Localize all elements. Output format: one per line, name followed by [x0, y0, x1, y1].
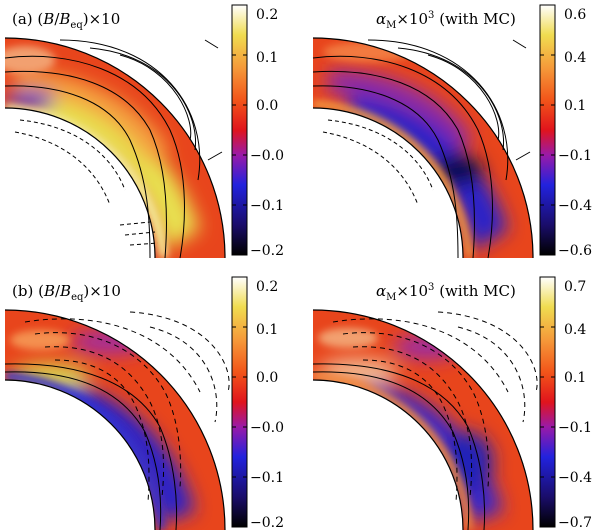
colorbar: 0.2 0.1 0.0 −0.0 −0.1 −0.2: [231, 4, 284, 259]
colorbar: 0.6 0.4 0.1 −0.1 −0.4 −0.6: [539, 4, 592, 259]
title-var: α: [376, 10, 386, 28]
panel-title-text: (a) (B/Beq)×10: [12, 10, 120, 31]
colorbar-tick-label: 0.4: [564, 50, 586, 66]
colorbar-tick-label: 0.4: [564, 322, 586, 338]
panel-b-alpha-m: αM×103 (with MC) 0.7 0.4 0.1 −0.1 −0.4 −…: [312, 276, 592, 530]
panel-title-text: αM×103 (with MC): [376, 282, 516, 303]
title-pre: (b) (: [12, 282, 44, 300]
colorbar-tick-label: −0.4: [558, 470, 592, 486]
colorbar-tick-label: 0.0: [256, 370, 278, 386]
colorbar: 0.2 0.1 0.0 −0.0 −0.1 −0.2: [231, 276, 284, 530]
colorbar-tick-label: −0.0: [250, 420, 284, 436]
title-var2: B: [59, 282, 71, 300]
colorbar-gradient: [539, 4, 556, 256]
panel-a-alpha-m: αM×103 (with MC) 0.6 0.4 0.1 −0.1 −0.4 −…: [312, 4, 592, 259]
title-slash: /: [54, 10, 60, 28]
panel-title-text: αM×103 (with MC): [376, 10, 516, 31]
panel-title: αM×103 (with MC): [376, 10, 516, 31]
title-var: B: [43, 282, 55, 300]
title-sub: eq: [71, 292, 84, 303]
title-post: )×10: [83, 282, 121, 300]
title-sub: M: [386, 292, 396, 303]
title-post: )×10: [83, 10, 121, 28]
title-mid: ×10: [396, 10, 428, 28]
colorbar-tick-label: −0.1: [558, 420, 592, 436]
colorbar-gradient: [231, 4, 248, 256]
title-sup: 3: [428, 282, 434, 293]
colorbar-tick-label: 0.1: [256, 50, 278, 66]
colorbar-tick-label: −0.7: [558, 515, 592, 530]
colorbar-tick-label: 0.2: [256, 7, 278, 23]
title-var: α: [376, 282, 386, 300]
heatmap-field: [5, 310, 225, 530]
title-sub: eq: [70, 20, 83, 31]
contour-lines: [4, 37, 226, 259]
panel-title: (a) (B/Beq)×10: [12, 10, 120, 31]
panel-a-b-field: (a) (B/Beq)×10 0.2 0.1 0.0 −0.0 −0.1 −0.…: [4, 4, 284, 259]
title-post: (with MC): [434, 10, 515, 28]
colorbar-tick-label: −0.6: [558, 243, 592, 259]
colorbar-ticks: [232, 276, 247, 528]
colorbar-tick-label: −0.1: [250, 470, 284, 486]
colorbar-tick-label: 0.2: [256, 279, 278, 295]
panel-title: (b) (B/Beq)×10: [12, 282, 121, 303]
colorbar-tick-label: −0.0: [250, 148, 284, 164]
colorbar-ticks: [540, 4, 555, 256]
title-slash: /: [55, 282, 61, 300]
colorbar-tick-label: 0.1: [564, 370, 586, 386]
colorbar-tick-label: −0.4: [558, 198, 592, 214]
contour-lines: [4, 309, 230, 530]
colorbar: 0.7 0.4 0.1 −0.1 −0.4 −0.7: [539, 276, 592, 530]
colorbar-tick-label: 0.7: [564, 279, 586, 295]
colorbar-tick-label: 0.1: [256, 322, 278, 338]
panel-title-text: (b) (B/Beq)×10: [12, 282, 121, 303]
title-var: B: [42, 10, 54, 28]
title-pre: (a) (: [12, 10, 43, 28]
colorbar-tick-label: −0.2: [250, 515, 284, 530]
colorbar-tick-label: −0.1: [250, 198, 284, 214]
title-post: (with MC): [434, 282, 515, 300]
colorbar-tick-label: 0.1: [564, 98, 586, 114]
panel-b-b-field: (b) (B/Beq)×10 0.2 0.1 0.0 −0.0 −0.1 −0.…: [4, 276, 284, 530]
contour-lines: [312, 37, 534, 259]
title-mid: ×10: [396, 282, 428, 300]
colorbar-tick-label: 0.6: [564, 7, 586, 23]
colorbar-tick-label: 0.0: [256, 98, 278, 114]
panel-title: αM×103 (with MC): [376, 282, 516, 303]
colorbar-tick-label: −0.2: [250, 243, 284, 259]
contour-lines: [312, 309, 538, 530]
title-sub: M: [386, 20, 396, 31]
heatmap-field: [313, 310, 533, 530]
colorbar-ticks: [232, 4, 247, 256]
title-sup: 3: [428, 10, 434, 21]
title-var2: B: [58, 10, 70, 28]
colorbar-ticks: [540, 276, 555, 528]
colorbar-gradient: [539, 276, 556, 528]
colorbar-gradient: [231, 276, 248, 528]
colorbar-tick-label: −0.1: [558, 148, 592, 164]
